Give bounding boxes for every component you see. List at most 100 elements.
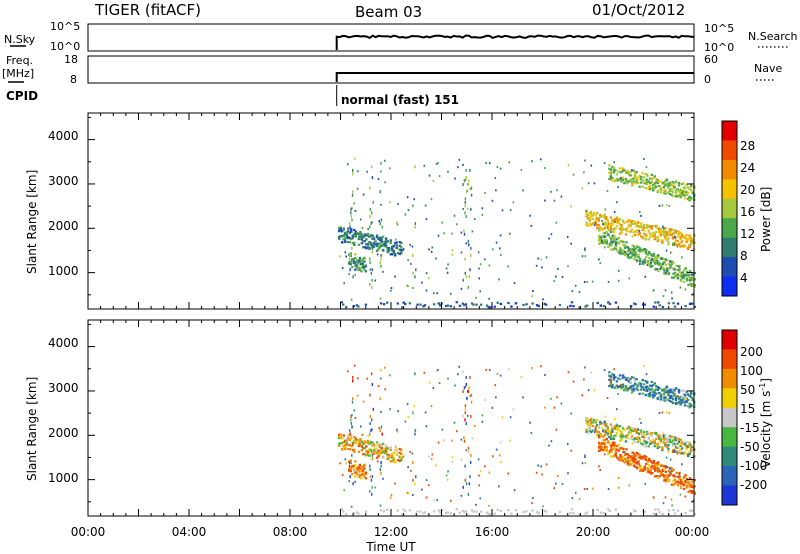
power-echo-cell [599,215,602,218]
power-echo-cell [614,247,618,250]
velocity-echo-cell [456,430,458,433]
velocity-echo-cell [608,384,611,388]
power-echo-cell [679,273,683,276]
velocity-echo-cell [560,402,563,405]
power-echo-cell [632,222,635,225]
velocity-echo-cell [390,496,392,499]
velocity-echo-cell [415,475,417,479]
velocity-echo-cell [349,475,351,479]
velocity-echo-cell [611,426,614,429]
velocity-echo-cell [597,430,600,434]
power-echo-cell [465,242,468,245]
velocity-echo-cell [682,389,685,392]
power-cbar-tick-8: 8 [740,249,748,263]
power-echo-cell [571,290,574,293]
velocity-echo-cell [667,393,670,396]
power-echo-cell [690,196,693,200]
velocity-echo-cell [635,466,639,469]
velocity-echo-cell [389,446,392,449]
power-echo-cell [380,244,383,247]
power-echo-cell [347,230,350,233]
velocity-echo-cell [400,459,403,462]
velocity-echo-cell [383,447,386,450]
power-echo-cell [631,244,634,247]
velocity-echo-cell [635,467,639,470]
power-echo-cell [686,238,690,241]
power-echo-cell [652,184,655,187]
power-echo-cell [647,188,650,191]
power-echo-cell [379,243,382,247]
velocity-echo-cell [684,495,687,498]
velocity-echo-cell [345,513,348,516]
power-echo-cell [641,172,644,175]
power-echo-cell [636,221,640,224]
power-echo-cell [531,302,534,305]
power-echo-cell [600,215,603,218]
power-echo-cell [619,250,622,253]
velocity-echo-cell [620,456,624,459]
velocity-echo-cell [611,447,615,451]
power-echo-cell [649,235,652,238]
velocity-echo-cell [412,411,414,415]
velocity-echo-cell [352,443,354,447]
velocity-echo-cell [389,374,391,377]
power-echo-cell [605,240,608,243]
power-echo-cell [484,191,486,194]
power-echo-cell [350,230,353,233]
velocity-echo-cell [688,452,691,455]
power-colorbar-swatch [722,218,737,239]
power-echo-cell [357,237,361,241]
velocity-echo-cell [683,401,687,404]
velocity-echo-cell [603,423,606,427]
velocity-echo-cell [596,419,599,422]
velocity-echo-cell [379,504,382,507]
velocity-echo-cell [626,463,630,466]
power-echo-cell [670,183,673,187]
velocity-echo-cell [674,437,678,440]
power-echo-cell [481,213,484,216]
velocity-echo-cell [360,442,364,445]
velocity-echo-cell [692,490,695,494]
power-echo-cell [626,230,629,233]
velocity-echo-cell [611,443,615,446]
power-echo-cell [380,170,382,173]
velocity-echo-cell [611,437,614,440]
velocity-echo-cell [586,424,590,427]
velocity-echo-cell [611,441,615,444]
power-echo-cell [690,283,693,286]
power-echo-cell [514,302,518,305]
velocity-cbar-tick-200: 200 [740,345,763,359]
velocity-echo-cell [682,487,686,490]
freq-tick-top: 18 [64,53,78,66]
velocity-echo-cell [673,482,677,485]
power-echo-cell [366,170,368,173]
velocity-echo-cell [423,511,427,514]
velocity-echo-cell [662,439,666,443]
power-echo-cell [649,186,652,189]
power-panel: 4000 3000 2000 1000 Slant Range [km] [25,112,696,310]
power-echo-cell [635,171,638,174]
power-echo-cell [608,222,611,225]
velocity-colorbar-swatch [722,368,737,389]
velocity-echo-cell [688,444,691,447]
power-echo-cell [653,238,656,241]
power-echo-cell [671,181,675,184]
power-echo-cell [590,210,593,213]
power-echo-cell [344,231,347,234]
velocity-echo-cell [692,499,694,502]
velocity-echo-cell [615,424,619,427]
velocity-echo-cell [467,492,470,496]
velocity-echo-cell [693,512,696,515]
power-echo-cell [597,227,600,230]
velocity-echo-cell [677,391,681,394]
velocity-echo-cell [375,443,379,446]
power-echo-cell [353,157,356,160]
power-echo-cell [618,167,622,170]
power-echo-cell [639,210,641,213]
velocity-echo-cell [587,389,590,392]
velocity-echo-cell [599,420,602,423]
velocity-echo-cell [667,479,671,482]
velocity-echo-cell [366,451,370,454]
power-echo-cell [369,257,371,261]
velocity-echo-cell [661,389,664,392]
